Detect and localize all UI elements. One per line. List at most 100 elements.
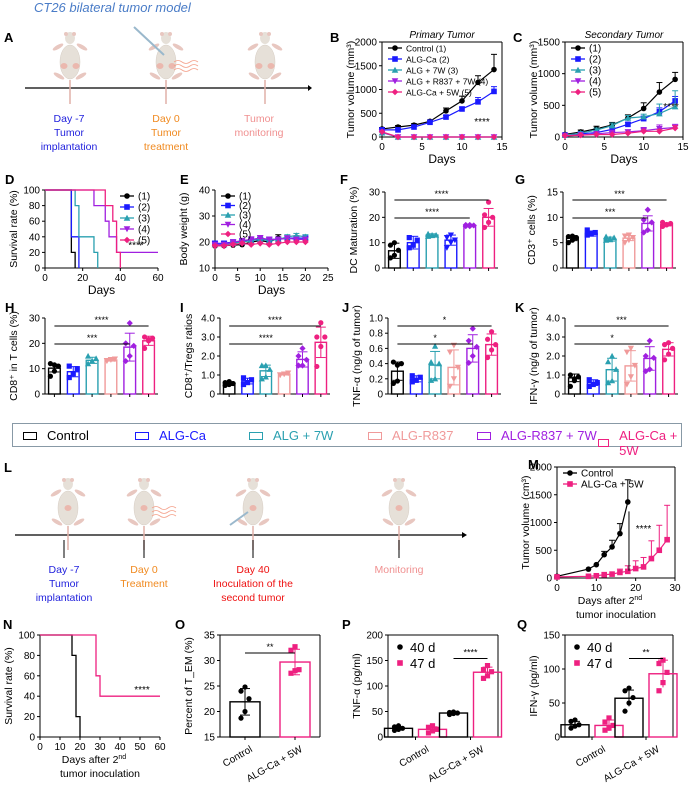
y-tick-label: 1000 bbox=[530, 518, 553, 529]
legend-label: ALG + 7W bbox=[273, 428, 334, 443]
y-tick-label: 40 bbox=[24, 692, 36, 703]
x-tick-label: 60 bbox=[154, 742, 166, 753]
data-point bbox=[247, 236, 255, 243]
chart-j: 0 0.2 0.4 0.6 0.8 1.0 * * J TNF-α (ng/g of tumor) bbox=[342, 300, 501, 407]
legend-marker bbox=[225, 193, 231, 199]
y-tick-label: 150 bbox=[366, 656, 383, 667]
bar-group bbox=[66, 363, 80, 395]
data-point bbox=[665, 340, 672, 346]
y-axis-label: Tumor volume (cm³) bbox=[520, 475, 532, 569]
data-point bbox=[66, 374, 72, 381]
timeline-event-text: Day 40 bbox=[236, 564, 270, 576]
legend-label: ALG-Ca + 5W bbox=[581, 480, 644, 491]
data-point bbox=[299, 345, 306, 352]
data-point bbox=[303, 356, 310, 363]
legend-marker bbox=[574, 66, 582, 73]
y-tick-label: 25 bbox=[204, 682, 216, 693]
data-point bbox=[122, 340, 129, 347]
bar-group bbox=[438, 709, 469, 738]
data-point bbox=[74, 366, 80, 372]
series-4 bbox=[45, 189, 121, 268]
data-point bbox=[222, 380, 228, 386]
mouse-icon bbox=[247, 32, 283, 104]
group-legend: Control ALG-Ca ALG + 7W ALG-R837 ALG-R837 + … bbox=[12, 423, 682, 458]
mouse-ear bbox=[255, 478, 259, 482]
legend-label: ALG-R837 + 7W bbox=[501, 428, 597, 443]
chart-f: 0 10 20 30 **** **** FDC Maturation (%) bbox=[340, 172, 498, 275]
significance-label: **** bbox=[268, 315, 283, 325]
data-point bbox=[443, 108, 449, 114]
series-2 bbox=[45, 189, 99, 268]
data-point bbox=[585, 573, 592, 580]
y-tick-label: 30 bbox=[29, 314, 41, 325]
data-point bbox=[640, 113, 647, 120]
survival-curve bbox=[40, 634, 160, 697]
legend-marker bbox=[397, 644, 403, 650]
legend-label: 47 d bbox=[410, 656, 435, 671]
legend-label: ALG-R837 bbox=[392, 428, 454, 443]
y-tick-label: 500 bbox=[543, 101, 560, 112]
superscript: nd bbox=[118, 754, 126, 761]
y-tick-label: 0 bbox=[377, 733, 383, 744]
laser-wave-icon bbox=[173, 68, 199, 72]
panel-label: Q bbox=[517, 617, 527, 632]
chart-k: 0 1.0 2.0 3.0 4.0 **** K IFN-γ (ng/g of tumor) bbox=[515, 300, 678, 405]
y-tick-label: 0 bbox=[34, 264, 40, 275]
laser-wave-icon bbox=[173, 64, 199, 68]
bar bbox=[603, 238, 617, 269]
bar-group bbox=[279, 644, 311, 738]
x-tick-label: 15 bbox=[496, 142, 508, 153]
timeline-event-text: Tumor bbox=[54, 127, 84, 139]
mouse-arm bbox=[172, 43, 184, 51]
legend-swatch bbox=[598, 439, 610, 447]
data-point bbox=[459, 106, 465, 112]
data-point bbox=[593, 572, 600, 579]
bar bbox=[104, 359, 118, 395]
data-point bbox=[609, 126, 615, 133]
legend-label: ALG + 7W (3) bbox=[406, 66, 458, 76]
data-point bbox=[391, 252, 398, 258]
data-point bbox=[629, 235, 637, 241]
tumor-spot bbox=[255, 63, 263, 69]
y-tick-label: 0 bbox=[552, 264, 558, 275]
x-tick-label: 20 bbox=[300, 273, 312, 284]
mouse-leg bbox=[53, 72, 65, 80]
data-point bbox=[447, 240, 455, 246]
data-point bbox=[426, 133, 434, 141]
y-axis-label: CD8⁺ in T cells (%) bbox=[8, 311, 20, 401]
data-point bbox=[592, 229, 598, 236]
data-point bbox=[567, 383, 574, 389]
chart-e: 10 20 30 40 0 5 10 15 20 25 Days (1)(2)(3)(4)(5) E Bo… bbox=[178, 172, 334, 297]
data-point bbox=[602, 719, 608, 725]
mouse-leg bbox=[382, 518, 394, 526]
timeline-a-event: Day -7 Tumor implantation bbox=[24, 112, 114, 154]
legend-label: (5) bbox=[138, 236, 150, 247]
mouse-arm bbox=[381, 489, 393, 497]
x-tick-label: 0 bbox=[562, 142, 568, 153]
y-tick-label: 2000 bbox=[355, 38, 378, 49]
data-point bbox=[395, 247, 402, 253]
data-point bbox=[230, 380, 236, 387]
mouse-leg bbox=[404, 518, 416, 526]
y-tick-label: 3.0 bbox=[546, 333, 560, 344]
bar-group bbox=[462, 221, 477, 269]
bar-group bbox=[122, 319, 137, 395]
y-tick-label: 4.0 bbox=[546, 314, 560, 325]
survival-curve bbox=[45, 189, 121, 268]
data-point bbox=[450, 709, 457, 715]
data-point bbox=[488, 669, 495, 675]
y-tick-label: 10 bbox=[29, 364, 41, 375]
plot-area: 0 10 20 30 **** **** bbox=[369, 188, 498, 275]
data-point bbox=[432, 231, 440, 238]
legend-label: (2) bbox=[589, 55, 601, 66]
data-point bbox=[51, 362, 58, 368]
data-point bbox=[661, 357, 668, 363]
bar-group bbox=[314, 320, 328, 395]
data-point bbox=[625, 121, 631, 128]
significance-label: *** bbox=[614, 189, 625, 199]
plot-area: 0 500 1000 1500 0 5 10 15 Days (1)(2)(3)(4)(5) ***… bbox=[538, 38, 689, 167]
significance-label: **** bbox=[425, 207, 440, 217]
data-point bbox=[66, 363, 72, 369]
data-point bbox=[465, 359, 472, 366]
